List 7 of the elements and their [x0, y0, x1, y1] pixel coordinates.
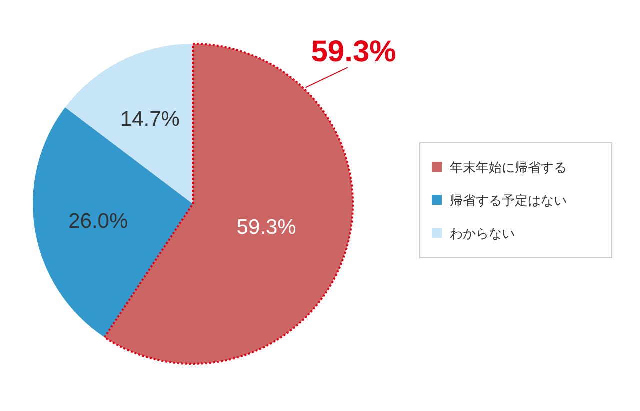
legend-label: わからない: [450, 226, 515, 241]
legend-label: 帰省する予定はない: [450, 193, 567, 208]
data-label: 59.3%: [236, 216, 296, 240]
legend-label: 年末年始に帰省する: [450, 160, 567, 175]
text: 59.3%: [311, 36, 396, 69]
data-label: 26.0%: [68, 210, 128, 234]
data-label: 14.7%: [120, 108, 180, 132]
